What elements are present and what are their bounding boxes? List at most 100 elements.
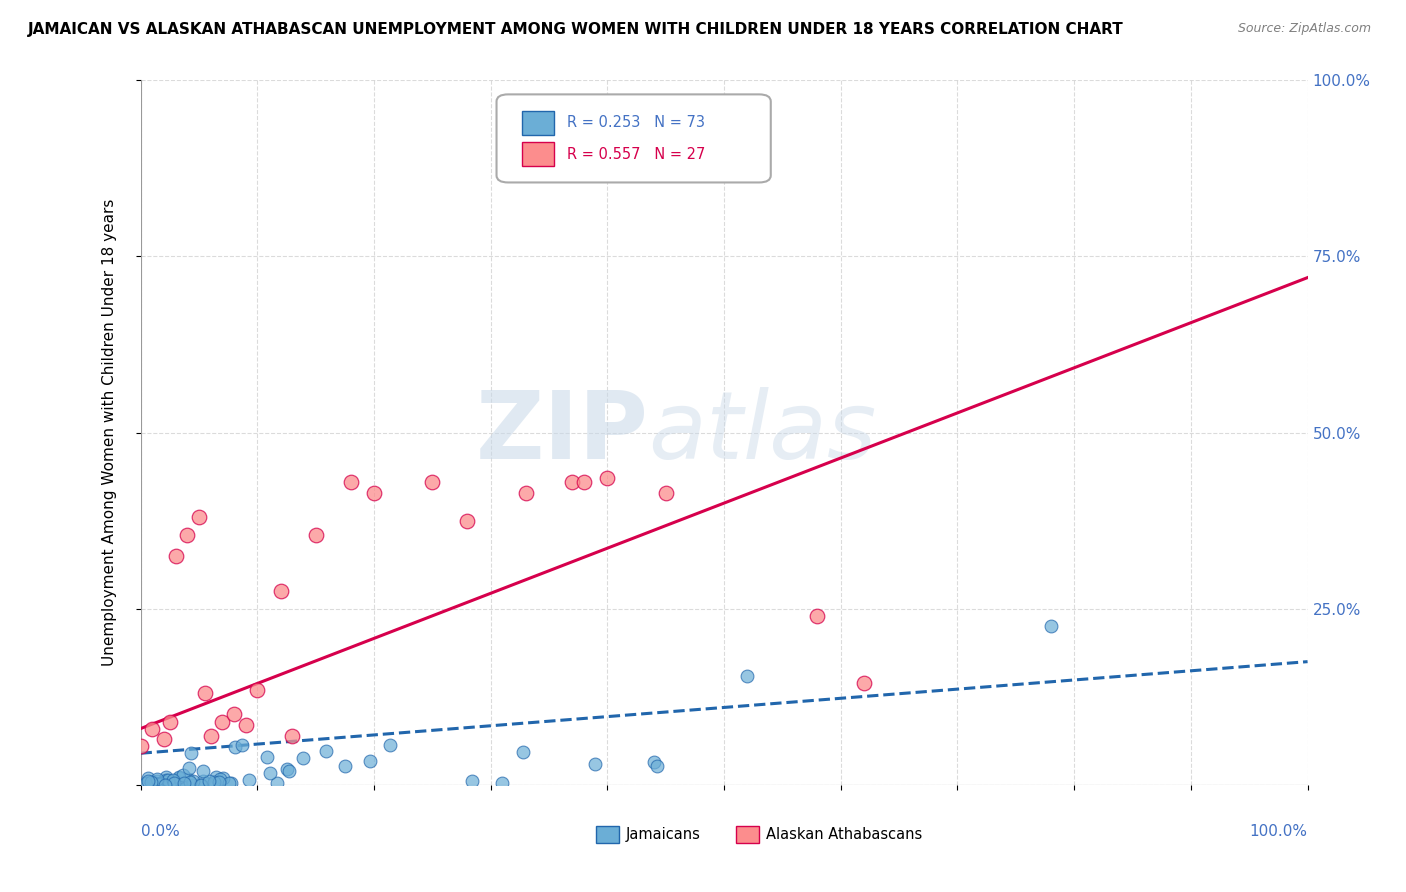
Point [146,772,169,787]
Point [305,528,328,542]
Point [583,757,606,772]
Point [141,722,163,736]
Point [155,778,177,792]
Point [142,776,165,790]
Point [291,751,314,765]
Point [222,707,245,722]
Point [238,772,260,787]
Point [169,772,191,786]
Point [129,739,152,754]
Point [172,768,194,782]
Point [276,762,298,776]
Point [1039,619,1062,633]
Point [266,776,288,790]
Point [333,759,356,773]
Point [197,774,219,789]
Point [177,772,200,786]
Point [277,764,299,778]
Bar [735,826,759,843]
Point [157,776,180,790]
Point [259,765,281,780]
Bar [522,111,554,135]
Point [136,773,159,788]
Text: Jamaicans: Jamaicans [626,827,702,842]
Point [572,475,595,489]
Point [176,528,198,542]
Point [806,608,828,623]
Point [153,732,176,747]
Bar [596,826,619,843]
Point [146,774,169,789]
Point [208,772,231,786]
Point [167,778,190,792]
Point [153,775,176,789]
Point [162,773,184,788]
Point [149,776,172,790]
Point [512,745,534,759]
Point [645,759,668,773]
Point [135,776,157,790]
Point [145,778,167,792]
Point [188,510,211,524]
Point [167,770,190,784]
Point [165,549,187,563]
Point [224,739,246,754]
Point [737,669,759,683]
Point [643,755,665,769]
Text: R = 0.557   N = 27: R = 0.557 N = 27 [567,147,704,161]
Point [853,675,876,690]
Point [156,772,179,787]
Text: 100.0%: 100.0% [1250,823,1308,838]
Point [207,774,229,789]
Point [179,774,201,789]
Bar [522,143,554,166]
Point [281,729,304,743]
Point [136,772,159,786]
Text: R = 0.253   N = 73: R = 0.253 N = 73 [567,115,704,130]
Text: Alaskan Athabascans: Alaskan Athabascans [766,827,922,842]
Point [204,770,226,784]
Point [219,776,242,790]
Point [202,775,225,789]
Point [181,778,204,792]
Point [422,475,444,489]
Point [155,770,177,784]
Point [461,774,484,789]
Point [153,777,176,791]
Point [491,775,513,789]
Y-axis label: Unemployment Among Women with Children Under 18 years: Unemployment Among Women with Children U… [103,199,117,666]
Point [155,773,177,788]
FancyBboxPatch shape [496,95,770,183]
Point [235,718,257,732]
Point [149,777,172,791]
Point [231,738,253,752]
Point [212,772,235,786]
Point [191,774,214,789]
Point [218,776,240,790]
Point [145,777,167,791]
Point [169,777,191,791]
Text: Source: ZipAtlas.com: Source: ZipAtlas.com [1237,22,1371,36]
Point [515,485,537,500]
Point [157,778,180,792]
Point [359,754,381,768]
Point [193,764,215,779]
Point [655,485,678,500]
Text: JAMAICAN VS ALASKAN ATHABASCAN UNEMPLOYMENT AMONG WOMEN WITH CHILDREN UNDER 18 Y: JAMAICAN VS ALASKAN ATHABASCAN UNEMPLOYM… [28,22,1123,37]
Point [270,584,292,599]
Point [246,682,269,697]
Point [166,774,188,789]
Text: atlas: atlas [648,387,876,478]
Point [153,778,176,792]
Point [315,744,337,758]
Text: ZIP: ZIP [475,386,648,479]
Point [163,776,186,790]
Point [190,778,212,792]
Point [143,776,166,790]
Point [256,749,278,764]
Text: 0.0%: 0.0% [141,823,180,838]
Point [159,714,181,729]
Point [200,729,222,743]
Point [188,778,211,792]
Point [198,777,221,791]
